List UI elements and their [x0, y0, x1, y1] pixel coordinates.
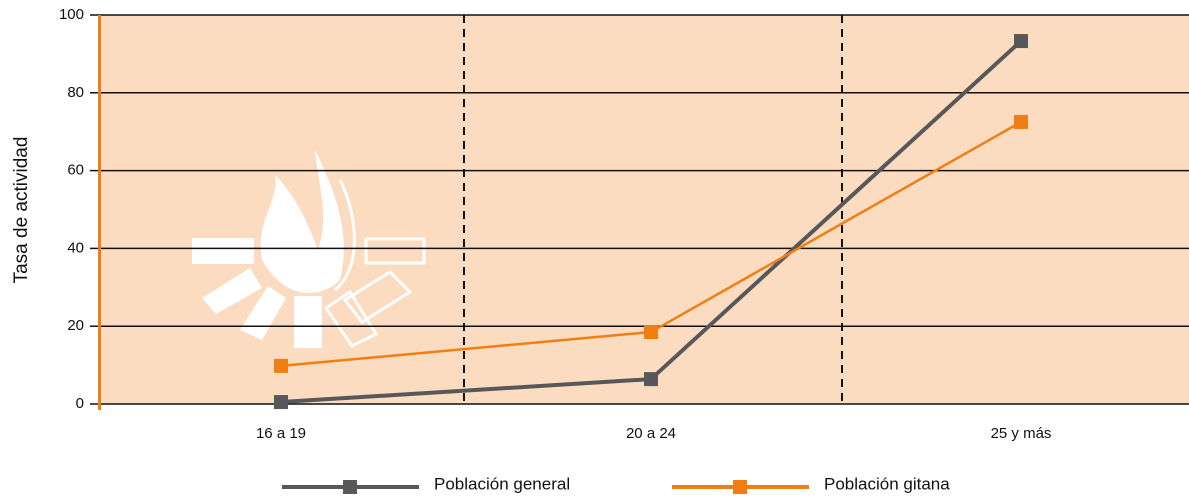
marker — [1014, 34, 1028, 49]
y-tick-label: 40 — [67, 239, 84, 256]
x-tick-label: 25 y más — [991, 425, 1052, 442]
x-tick-label: 16 a 19 — [256, 425, 306, 442]
marker — [274, 395, 288, 410]
marker — [1014, 114, 1028, 129]
y-tick-label: 60 — [67, 162, 84, 179]
logo-outline — [323, 179, 426, 348]
plot-background — [98, 15, 1189, 404]
y-tick-label: 80 — [67, 84, 84, 101]
y-tick-label: 20 — [67, 317, 84, 334]
legend-marker — [733, 480, 747, 494]
y-tick-label: 100 — [59, 6, 84, 23]
y-tick-label: 0 — [76, 395, 84, 412]
marker — [274, 358, 288, 373]
marker — [644, 325, 658, 340]
logo — [192, 150, 344, 348]
legend-label: Población gitana — [824, 474, 950, 493]
legend-label: Población general — [434, 474, 570, 493]
marker — [644, 372, 658, 387]
legend-marker — [343, 480, 357, 494]
y-axis-title: Tasa de actividad — [11, 137, 32, 284]
x-tick-label: 20 a 24 — [626, 425, 676, 442]
